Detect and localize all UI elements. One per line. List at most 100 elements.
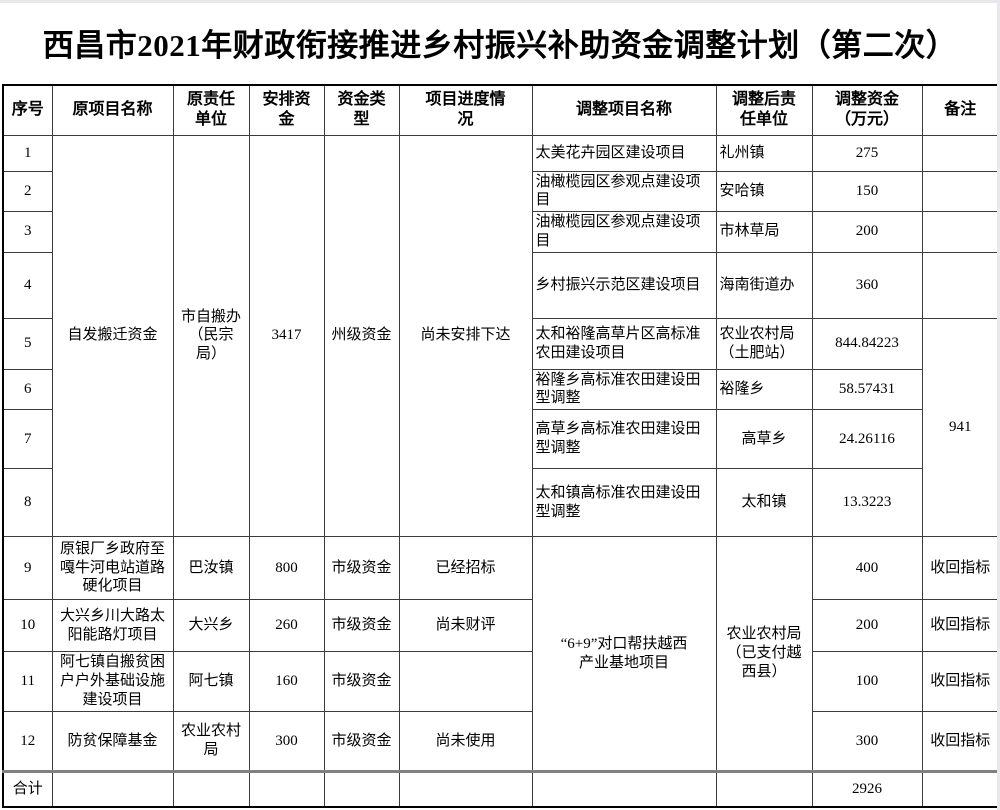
table-cell: 农业农村局 (172, 711, 250, 772)
table-cell: 阿七镇自搬贫困户户外基础设施建设项目 (51, 651, 174, 712)
table-cell (398, 651, 533, 712)
footer-cell (715, 770, 813, 807)
column-header-7: 调整项目名称 (531, 84, 717, 136)
table-row-3: 3 油橄榄园区参观点建设项目 市林草局 200 (2, 211, 1000, 253)
table-cell: 13.3223 (811, 468, 923, 537)
table-cell: 200 (811, 599, 923, 652)
table-cell: “6+9”对口帮扶越西 产业基地项目 (531, 536, 717, 772)
table-row-5: 5 太和裕隆高草片区高标准农田建设项目 农业农村局 （土肥站） 844.84223 94… (2, 317, 1000, 537)
table-cell: 市自搬办 （民宗 局） (172, 134, 250, 537)
table-cell: 农业农村局 （已支付越 西县） (715, 536, 813, 772)
table-cell: 大兴乡 (172, 599, 250, 652)
table-row-2: 2 油橄榄园区参观点建设项目 安哈镇 150 (2, 170, 1000, 212)
footer-cell (248, 770, 325, 807)
table-row-7: 7 高草乡高标准农田建设田型调整 高草乡 24.26116 (2, 409, 999, 469)
table-cell: 太和镇高标准农田建设田型调整 (531, 468, 717, 537)
table-cell: 100 (811, 651, 923, 712)
table-cell: 6 (2, 368, 53, 410)
column-header-4: 安排资 金 (248, 84, 325, 136)
table-cell (921, 134, 1000, 172)
table-cell: 200 (811, 211, 923, 253)
column-header-6: 项目进度情 况 (398, 84, 533, 136)
table-cell: 太美花卉园区建设项目 (531, 134, 717, 172)
table-cell: 高草乡 (715, 409, 813, 469)
table-row-4: 4 乡村振兴示范区建设项目 海南街道办 360 (2, 251, 1000, 319)
table-cell: 150 (811, 170, 923, 212)
column-header-3: 原责任 单位 (172, 84, 250, 136)
table-cell: 收回指标 (921, 711, 1000, 772)
table-cell: 高草乡高标准农田建设田型调整 (531, 409, 717, 469)
table-cell: 收回指标 (921, 651, 1000, 712)
table-cell (921, 251, 1000, 319)
footer-cell (531, 770, 717, 807)
table-cell: 2 (2, 170, 53, 212)
table-cell: 5 (2, 317, 53, 370)
table-cell: 58.57431 (811, 368, 923, 410)
table-cell: 海南街道办 (715, 251, 813, 319)
footer-cell: 2926 (811, 770, 923, 807)
table-cell: 农业农村局 （土肥站） (715, 317, 813, 370)
column-header-10: 备注 (921, 84, 1000, 136)
table-cell: 裕隆乡高标准农田建设田型调整 (531, 368, 717, 410)
table-cell: 收回指标 (921, 599, 1000, 652)
table-cell: 州级资金 (323, 134, 400, 537)
footer-row: 合计 2926 (2, 770, 1000, 807)
table-cell: 乡村振兴示范区建设项目 (531, 251, 717, 319)
column-header-5: 资金类 型 (323, 84, 400, 136)
table-cell: 油橄榄园区参观点建设项目 (531, 170, 717, 212)
table-cell: 防贫保障基金 (51, 711, 174, 772)
table-cell: 400 (811, 536, 923, 600)
footer-cell (398, 770, 533, 807)
page-title: 西昌市2021年财政衔接推进乡村振兴补助资金调整计划（第二次） (42, 27, 958, 63)
column-header-8: 调整后责 任单位 (715, 84, 813, 136)
table-cell: 油橄榄园区参观点建设项目 (531, 211, 717, 253)
table-cell: 10 (2, 599, 53, 652)
table-cell: 市级资金 (323, 711, 400, 772)
table-cell: 太和镇 (715, 468, 813, 537)
table-cell: 300 (811, 711, 923, 772)
footer-cell (172, 770, 250, 807)
table-cell: 160 (248, 651, 325, 712)
window-edge-top (0, 0, 1000, 3)
table-cell: 275 (811, 134, 923, 172)
table-cell: 7 (2, 409, 53, 469)
table-cell: 阿七镇 (172, 651, 250, 712)
footer-cell (51, 770, 174, 807)
table-cell: 尚未使用 (398, 711, 533, 772)
footer-cell (323, 770, 400, 807)
table-cell: 尚未安排下达 (398, 134, 533, 537)
table-cell: 8 (2, 468, 53, 537)
table-row-12: 12 防贫保障基金 农业农村局 300 市级资金 尚未使用 300 收回指标 (2, 711, 1000, 772)
table-cell: 3 (2, 211, 53, 253)
table-row-9: 9 原银厂乡政府至嘎牛河电站道路硬化项目 巴汝镇 800 市级资金 已经招标 “6+9”对口… (2, 536, 1000, 772)
table-cell: 安哈镇 (715, 170, 813, 212)
footer-cell (921, 770, 1000, 807)
table-cell (921, 170, 1000, 212)
table-cell: 已经招标 (398, 536, 533, 600)
table-row-11: 11 阿七镇自搬贫困户户外基础设施建设项目 阿七镇 160 市级资金 100 收回指标 (2, 651, 1000, 712)
header-row: 序号 原项目名称 原责任 单位 安排资 金资金类 型项目进度情 况调整项目名称 调整后责… (2, 84, 1000, 136)
table-cell: 市级资金 (323, 599, 400, 652)
table-cell: 市级资金 (323, 536, 400, 600)
table-cell: 市林草局 (715, 211, 813, 253)
table-cell: 800 (248, 536, 325, 600)
footer-cell: 合计 (2, 770, 53, 807)
table-cell: 941 (921, 317, 1000, 537)
table-cell: 844.84223 (811, 317, 923, 370)
table-cell: 260 (248, 599, 325, 652)
adjustment-table: 序号 原项目名称 原责任 单位 安排资 金资金类 型项目进度情 况调整项目名称 调整后责… (2, 84, 1000, 808)
table-cell: 自发搬迁资金 (51, 134, 174, 537)
table-cell: 11 (2, 651, 53, 712)
table-cell: 礼州镇 (715, 134, 813, 172)
table-cell: 300 (248, 711, 325, 772)
window-edge-right (997, 0, 1000, 810)
table-row-6: 6 裕隆乡高标准农田建设田型调整 裕隆乡 58.57431 (2, 368, 999, 410)
table-row-10: 10 大兴乡川大路太阳能路灯项目 大兴乡 260 市级资金 尚未财评 200 收回指标 (2, 599, 1000, 652)
column-header-1: 序号 (2, 84, 53, 136)
table-cell: 市级资金 (323, 651, 400, 712)
table-cell (921, 211, 1000, 253)
table-cell: 4 (2, 251, 53, 319)
table-cell: 大兴乡川大路太阳能路灯项目 (51, 599, 174, 652)
table-cell: 裕隆乡 (715, 368, 813, 410)
column-header-9: 调整资金 （万元） (811, 84, 923, 136)
